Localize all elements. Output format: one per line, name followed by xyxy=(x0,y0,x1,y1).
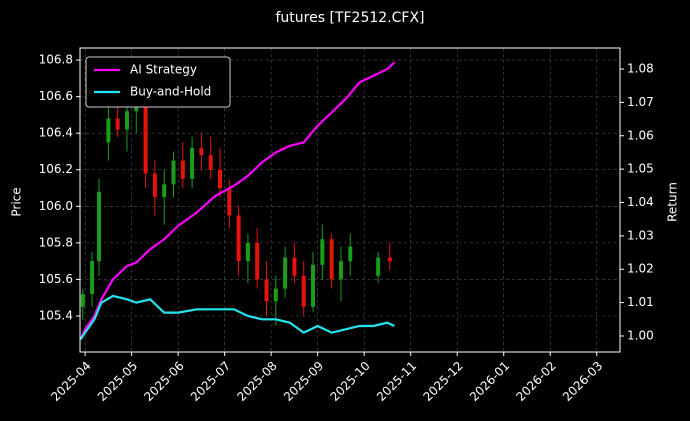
candle-body xyxy=(218,169,222,189)
candle-body xyxy=(152,173,157,198)
candle-body xyxy=(115,118,120,130)
y-tick-label: 105.8 xyxy=(39,235,73,249)
y2-axis-label: Return xyxy=(666,182,680,222)
candle-body xyxy=(80,294,85,307)
y2-tick-label: 1.00 xyxy=(627,328,654,342)
y2-tick-label: 1.07 xyxy=(627,95,654,109)
x-tick-label: 2025-07 xyxy=(188,359,233,404)
candle-body xyxy=(301,275,306,307)
candle-body xyxy=(255,242,260,280)
candle-body xyxy=(264,279,269,302)
candle-body xyxy=(283,257,288,289)
y2-tick-label: 1.06 xyxy=(627,128,654,142)
candle-body xyxy=(348,246,353,262)
plot-frame xyxy=(79,47,621,353)
candle-body xyxy=(227,188,232,216)
candle-body xyxy=(236,215,241,262)
line-series xyxy=(79,61,396,340)
y-tick-label: 106.0 xyxy=(39,199,73,213)
candle-body xyxy=(329,239,334,280)
legend-label: AI Strategy xyxy=(130,63,197,77)
y2-tick-label: 1.02 xyxy=(627,262,654,276)
candle-body xyxy=(124,111,129,130)
candle-body xyxy=(273,288,278,302)
candle-body xyxy=(376,257,381,276)
candle-body xyxy=(245,242,250,262)
candle-body xyxy=(97,191,102,262)
y-tick-label: 105.4 xyxy=(39,308,73,322)
y2-tick-label: 1.05 xyxy=(627,162,654,176)
y2-tick-label: 1.08 xyxy=(627,62,654,76)
legend-box xyxy=(85,56,231,108)
line-series xyxy=(79,294,395,340)
x-tick-label: 2025-08 xyxy=(234,359,279,404)
x-tick-label: 2025-11 xyxy=(374,359,419,404)
y2-tick-label: 1.03 xyxy=(627,228,654,242)
y2-tick-label: 1.01 xyxy=(627,295,654,309)
x-tick-label: 2026-02 xyxy=(513,359,558,404)
y-tick-label: 106.8 xyxy=(39,53,73,67)
x-tick-label: 2025-10 xyxy=(327,359,372,404)
y-tick-label: 106.4 xyxy=(39,126,73,140)
candle-body xyxy=(292,257,297,276)
candle-body xyxy=(387,257,392,262)
y-tick-label: 106.2 xyxy=(39,162,73,176)
candle-body xyxy=(171,160,176,185)
candle-body xyxy=(106,118,111,143)
candle-body xyxy=(190,147,195,179)
candle-body xyxy=(180,160,185,179)
candle-body xyxy=(199,147,204,156)
candle-body xyxy=(143,96,148,174)
candle-body xyxy=(311,264,316,307)
candle-body xyxy=(320,239,325,265)
chart-title: futures [TF2512.CFX] xyxy=(276,10,425,26)
legend-label: Buy-and-Hold xyxy=(130,85,211,99)
x-tick-label: 2025-12 xyxy=(420,359,465,404)
x-tick-label: 2025-09 xyxy=(281,359,326,404)
y-tick-label: 105.6 xyxy=(39,272,73,286)
x-tick-label: 2025-05 xyxy=(95,359,140,404)
candle-body xyxy=(338,261,343,280)
y2-tick-label: 1.04 xyxy=(627,195,654,209)
x-tick-label: 2025-06 xyxy=(141,359,186,404)
x-tick-label: 2025-04 xyxy=(48,359,93,404)
candle-body xyxy=(208,155,213,170)
y-axis-label: Price xyxy=(10,187,24,216)
x-tick-label: 2026-03 xyxy=(560,359,605,404)
candle-body xyxy=(162,184,167,198)
y-tick-label: 106.6 xyxy=(39,89,73,103)
x-tick-label: 2026-01 xyxy=(467,359,512,404)
candle-body xyxy=(90,261,95,295)
